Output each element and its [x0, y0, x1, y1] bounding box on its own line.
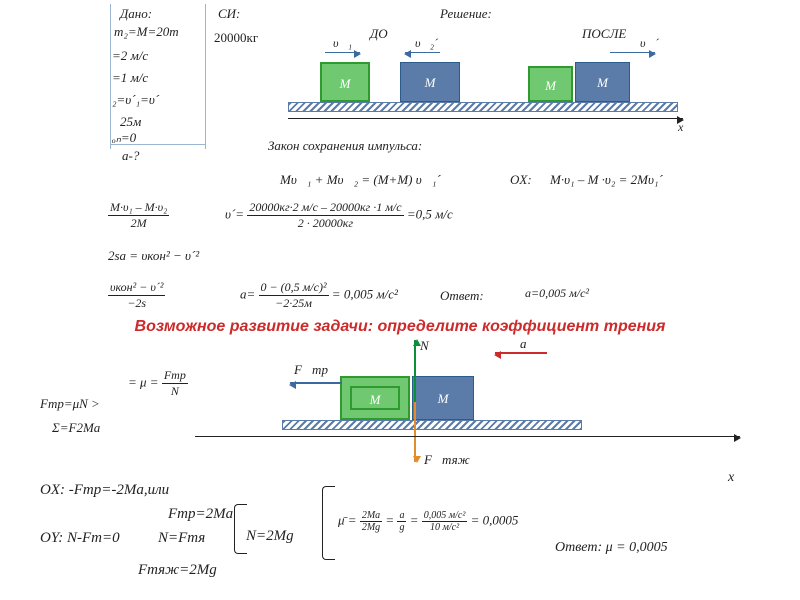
mu-def-num: Fтр [162, 368, 188, 384]
si-header: СИ: [218, 6, 240, 22]
arrow-v1 [325, 52, 360, 53]
given-q: a-? [122, 148, 139, 164]
before-label: ДО [370, 26, 388, 42]
track-bottom [282, 420, 582, 430]
after-label: ПОСЛЕ [582, 26, 626, 42]
vprime-left-num: M·υ₁ – M·υ₂ [108, 200, 169, 216]
given-header: Дано: [120, 6, 152, 22]
rule-2 [205, 4, 206, 149]
a-num: 0 − (0,5 м/с)² [259, 280, 329, 296]
given-s: 25м [120, 114, 141, 130]
eq-vprime: υ´= 20000кг·2 м/с – 20000кг ·1 м/с2 · 20… [225, 200, 453, 231]
given-rule [110, 144, 205, 145]
kin2-num: υкон² − υ´² [108, 280, 165, 296]
law: Закон сохранения импульса: [268, 138, 422, 154]
p2-ftg: Fтяж=2Mg [138, 562, 217, 579]
brace-1 [234, 504, 247, 554]
answer: a=0,005 м/с² [525, 286, 589, 301]
p2-ox: OX: -Fтр=-2Mа,или [40, 482, 169, 499]
x-axis-top [288, 118, 683, 119]
arrow-a [495, 352, 547, 354]
arrow-ftg [414, 402, 416, 462]
box2-blue: M [412, 376, 474, 420]
eq-momentum: Mυ⃗₁ + Mυ⃗₂ = (M+M) υ⃗₁´ [280, 172, 441, 188]
ftr: Fтр=μN > [40, 396, 100, 412]
eq-a: a= 0 − (0,5 м/с)²−2·25м = 0,005 м/с² [240, 280, 398, 311]
a-res: = 0,005 м/с² [332, 286, 398, 301]
box-before-green: M [320, 62, 370, 102]
vprime-num: 20000кг·2 м/с – 20000кг ·1 м/с [247, 200, 403, 216]
rule-1 [110, 4, 111, 149]
answer2: Ответ: μ = 0,0005 [555, 540, 668, 556]
mu-final: μ̄ = 2Ma2Mg = ag = 0,005 м/с²10 м/с² = 0… [338, 510, 518, 533]
vprime-left-den: 2M [108, 216, 169, 231]
p2-n2mg: N=2Mg [246, 528, 294, 545]
a-den: −2·25м [259, 296, 329, 311]
solution-header: Решение: [440, 6, 492, 22]
arrow-n [414, 340, 416, 402]
given-v2: =1 м/с [112, 70, 148, 86]
mu-def-den: N [162, 384, 188, 399]
a-label: a⃗ [520, 336, 537, 352]
answer-label: Ответ: [440, 288, 484, 304]
kin1: 2sa = υкон² − υ´² [108, 248, 199, 264]
arrow-vprime [610, 52, 655, 53]
kin2-den: −2s [108, 296, 165, 311]
given-v1: =2 м/с [112, 48, 148, 64]
sum: Σ=F2Mа [52, 420, 100, 436]
p2-ox2: Fтр=2Ma [168, 506, 233, 523]
v1-label: υ⃗₁ [333, 36, 352, 51]
given-m2: m₂=M=20т [114, 24, 179, 40]
eq-vprime-left: M·υ₁ – M·υ₂2M [108, 200, 169, 231]
p2-oy: OY: N-Fт=0 [40, 530, 120, 547]
vprime-res: =0,5 м/с [407, 206, 453, 221]
box2-green-inner [350, 386, 400, 410]
box-after-green: M [528, 66, 573, 102]
ftg-label: F⃗тяж [424, 452, 470, 468]
box-before-blue: M [400, 62, 460, 102]
v2-label: υ⃗₂´ [415, 36, 438, 51]
box-after-blue: M [575, 62, 630, 102]
given-m2-si: 20000кг [214, 30, 258, 46]
track-top [288, 102, 678, 112]
arrow-v2 [405, 52, 440, 53]
red-text: Возможное развитие задачи: определите ко… [60, 318, 740, 336]
x-label-top: x [678, 120, 683, 135]
p2-oy2: N=Fтя [158, 530, 205, 547]
kin2: υкон² − υ´²−2s [108, 280, 165, 311]
n-label: N⃗ [420, 338, 439, 354]
given-vcond: ₂=υ´₁=υ´ [112, 92, 159, 108]
mu-def: = μ = FтрN [128, 368, 188, 399]
brace-2 [322, 486, 335, 560]
x-axis-bottom [195, 436, 740, 437]
ox-label: OX: [510, 172, 532, 188]
arrow-ftr [290, 382, 342, 384]
x-label-bottom: x [728, 470, 734, 486]
vprime-den: 2 · 20000кг [247, 216, 403, 231]
eq-ox: M·υ₁ – M ·υ₂ = 2Mυ₁´ [550, 172, 663, 188]
vprime-label: υ⃗´ [640, 36, 659, 51]
ftr-label: F⃗тр [294, 362, 328, 378]
